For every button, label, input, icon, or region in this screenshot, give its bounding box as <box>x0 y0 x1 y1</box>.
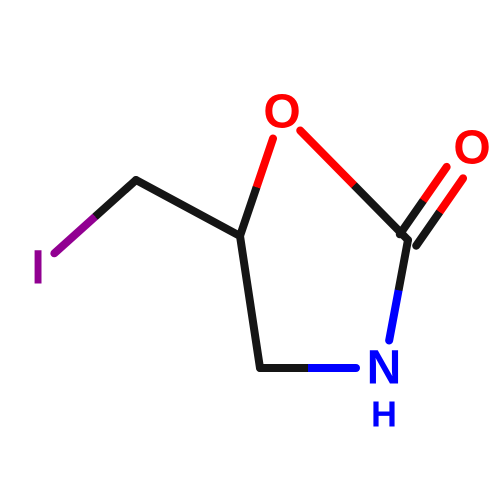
atom-O1-label: O <box>263 86 300 139</box>
atom-N-label: N <box>367 342 402 395</box>
canvas-bg <box>0 0 500 500</box>
atom-N-H-label: H <box>371 394 397 435</box>
atom-O2-label: O <box>453 122 490 175</box>
molecule-diagram: I O NH O <box>0 0 500 500</box>
atom-I-label: I <box>31 242 44 295</box>
